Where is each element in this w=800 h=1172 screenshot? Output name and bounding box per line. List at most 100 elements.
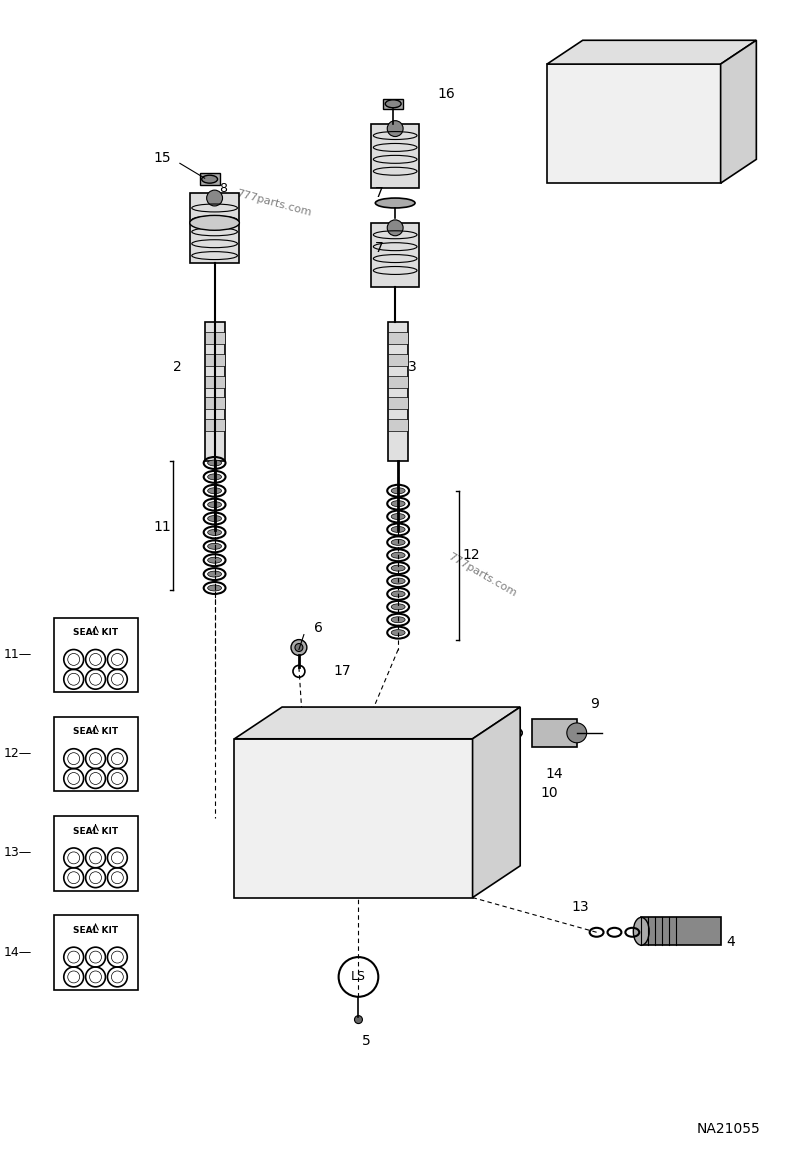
Ellipse shape xyxy=(208,544,222,550)
Text: 14: 14 xyxy=(545,766,562,781)
Circle shape xyxy=(359,859,387,887)
Circle shape xyxy=(387,121,403,136)
Circle shape xyxy=(404,834,422,852)
Circle shape xyxy=(295,643,303,652)
Polygon shape xyxy=(547,40,756,64)
Bar xyxy=(190,193,239,263)
Circle shape xyxy=(636,114,656,134)
Ellipse shape xyxy=(202,176,218,183)
Circle shape xyxy=(312,744,336,769)
Ellipse shape xyxy=(391,616,405,622)
Ellipse shape xyxy=(391,565,405,571)
Circle shape xyxy=(419,859,446,887)
Bar xyxy=(388,354,408,366)
Text: 7: 7 xyxy=(375,240,384,254)
Circle shape xyxy=(399,784,427,812)
Circle shape xyxy=(206,190,222,206)
Ellipse shape xyxy=(634,918,649,945)
Circle shape xyxy=(365,790,382,808)
Text: 11—: 11— xyxy=(4,648,32,661)
Ellipse shape xyxy=(208,530,222,536)
Ellipse shape xyxy=(190,216,239,230)
Circle shape xyxy=(325,790,342,808)
Bar xyxy=(371,223,419,287)
Circle shape xyxy=(246,784,273,812)
Circle shape xyxy=(636,149,656,169)
Ellipse shape xyxy=(208,516,222,522)
Ellipse shape xyxy=(710,74,718,79)
Text: 6: 6 xyxy=(314,621,322,635)
Circle shape xyxy=(434,829,462,857)
Polygon shape xyxy=(234,738,473,898)
Ellipse shape xyxy=(375,198,415,207)
Ellipse shape xyxy=(208,557,222,564)
Bar xyxy=(388,420,408,431)
Ellipse shape xyxy=(208,502,222,507)
Text: 17: 17 xyxy=(334,665,351,679)
Bar xyxy=(383,98,403,109)
Ellipse shape xyxy=(208,473,222,479)
Circle shape xyxy=(639,151,653,165)
Polygon shape xyxy=(547,64,721,183)
Ellipse shape xyxy=(391,500,405,506)
Circle shape xyxy=(439,834,457,852)
Text: 777parts.com: 777parts.com xyxy=(235,189,313,218)
Circle shape xyxy=(246,864,273,892)
Ellipse shape xyxy=(391,539,405,545)
Circle shape xyxy=(439,790,457,808)
Circle shape xyxy=(434,784,462,812)
Text: 1: 1 xyxy=(726,96,735,111)
Ellipse shape xyxy=(208,459,222,466)
Ellipse shape xyxy=(701,74,709,79)
Bar xyxy=(388,376,408,388)
Polygon shape xyxy=(473,707,520,898)
Text: 3: 3 xyxy=(408,360,417,374)
Ellipse shape xyxy=(718,74,726,79)
Text: 13—: 13— xyxy=(4,846,32,859)
Circle shape xyxy=(407,748,419,759)
Text: 777parts.com: 777parts.com xyxy=(326,761,402,797)
Circle shape xyxy=(250,868,268,887)
Circle shape xyxy=(280,784,308,812)
Bar xyxy=(200,173,219,185)
Ellipse shape xyxy=(391,629,405,635)
Bar xyxy=(54,717,138,791)
Ellipse shape xyxy=(208,585,222,591)
Circle shape xyxy=(300,859,328,887)
Ellipse shape xyxy=(391,488,405,493)
Bar xyxy=(388,397,408,409)
Ellipse shape xyxy=(208,571,222,577)
Circle shape xyxy=(582,149,602,169)
Circle shape xyxy=(582,79,602,98)
Ellipse shape xyxy=(391,552,405,558)
Bar xyxy=(388,332,408,343)
Circle shape xyxy=(305,864,322,881)
Bar xyxy=(205,420,225,431)
Circle shape xyxy=(404,790,422,808)
Bar xyxy=(54,816,138,891)
Text: 15: 15 xyxy=(153,151,170,165)
Circle shape xyxy=(320,829,347,857)
Circle shape xyxy=(285,834,303,852)
Circle shape xyxy=(359,784,387,812)
Text: SEAL KIT: SEAL KIT xyxy=(73,628,118,638)
Circle shape xyxy=(702,79,722,98)
Text: 14—: 14— xyxy=(4,946,32,959)
Text: NA21055: NA21055 xyxy=(697,1122,760,1136)
Text: SEAL KIT: SEAL KIT xyxy=(73,728,118,736)
Text: 12: 12 xyxy=(462,548,480,563)
Ellipse shape xyxy=(391,604,405,609)
Circle shape xyxy=(365,864,382,881)
Text: 16: 16 xyxy=(438,87,455,101)
Text: SEAL KIT: SEAL KIT xyxy=(73,826,118,836)
Ellipse shape xyxy=(208,488,222,493)
Polygon shape xyxy=(234,707,520,738)
Text: 5: 5 xyxy=(362,1035,370,1049)
Ellipse shape xyxy=(391,513,405,519)
Circle shape xyxy=(325,834,342,852)
Text: 11: 11 xyxy=(153,520,171,534)
Circle shape xyxy=(567,723,586,743)
Text: 2: 2 xyxy=(173,360,182,374)
Circle shape xyxy=(636,79,656,98)
Text: 13: 13 xyxy=(572,900,590,914)
